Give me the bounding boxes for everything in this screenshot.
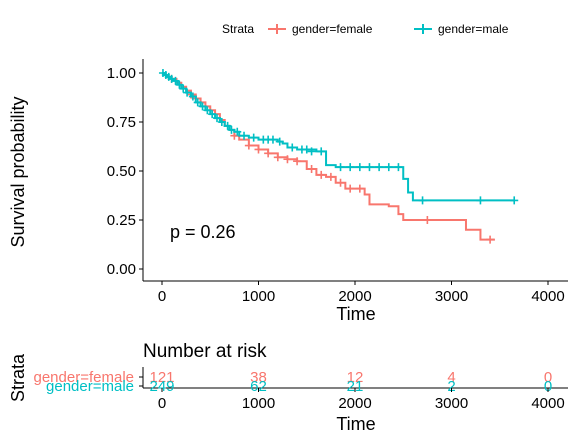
censor-mark [249, 133, 258, 142]
legend-entry: gender=male [414, 22, 509, 36]
censor-mark [375, 163, 384, 172]
censor-mark [423, 216, 432, 224]
censor-mark [317, 170, 326, 179]
censor-mark [355, 184, 364, 193]
risk-x-tick-label: 4000 [531, 395, 564, 412]
risk-count: 0 [544, 369, 552, 386]
x-tick-label: 3000 [435, 288, 468, 305]
censor-mark [476, 196, 485, 205]
risk-count: 62 [250, 378, 267, 395]
risk-x-axis-title: Time [336, 414, 375, 434]
risk-table: gender=female 121 38 12 4 0 gender=male 249 62 21… [34, 369, 553, 395]
censor-mark [346, 163, 355, 172]
x-tick-label: 1000 [242, 288, 275, 305]
censor-mark [288, 143, 297, 152]
risk-count: 38 [250, 369, 267, 386]
censor-mark [307, 147, 316, 156]
censor-mark [264, 149, 273, 158]
censor-mark [293, 157, 302, 166]
censor-mark [273, 153, 282, 162]
censor-mark [179, 84, 188, 93]
risk-x-tick-label: 0 [158, 395, 166, 412]
censor-mark [346, 184, 355, 193]
y-tick-label: 0.25 [107, 212, 136, 229]
x-axis-title: Time [336, 304, 375, 324]
x-tick-label: 0 [158, 288, 166, 305]
x-tick-label: 4000 [531, 288, 564, 305]
y-ticks: 0.00 0.25 0.50 0.75 1.00 [107, 65, 143, 278]
censor-mark [394, 163, 403, 172]
censor-mark [365, 163, 374, 172]
risk-x-tick-label: 2000 [338, 395, 371, 412]
risk-strata-title: Strata [8, 353, 28, 402]
censor-mark [268, 135, 277, 144]
risk-x-tick-label: 3000 [435, 395, 468, 412]
censor-mark [336, 178, 345, 187]
legend-label: gender=male [438, 22, 509, 36]
risk-count: 249 [149, 378, 174, 395]
p-value-annotation: p = 0.26 [170, 222, 236, 242]
risk-count: 4 [447, 369, 455, 386]
y-tick-label: 0.50 [107, 163, 136, 180]
legend-label: gender=female [292, 22, 373, 36]
risk-count: 121 [149, 369, 174, 386]
censor-mark [227, 125, 236, 134]
risk-row: gender=male 249 62 21 2 0 [46, 378, 552, 395]
censor-mark [233, 127, 242, 136]
x-tick-label: 2000 [338, 288, 371, 305]
censor-mark [326, 172, 335, 181]
survival-curve-gender-female [162, 72, 495, 241]
censor-mark [198, 102, 207, 111]
risk-x-ticks: 0 1000 2000 3000 4000 [158, 388, 565, 412]
series-layer [158, 69, 519, 244]
risk-row: gender=female 121 38 12 4 0 [34, 369, 553, 386]
y-tick-label: 0.00 [107, 261, 136, 278]
censor-mark [203, 106, 212, 115]
risk-count: 12 [347, 369, 364, 386]
risk-count: 0 [544, 378, 552, 395]
legend-title: Strata [222, 22, 254, 36]
legend-entry: gender=female [268, 22, 373, 36]
censor-mark [193, 98, 202, 107]
censor-mark [244, 141, 253, 150]
censor-mark [208, 110, 217, 119]
y-axis-title: Survival probability [8, 96, 28, 247]
series-gender-male [158, 69, 519, 205]
censor-mark [254, 145, 263, 154]
censor-mark [217, 118, 226, 126]
risk-row-label: gender=female [34, 369, 135, 386]
censor-mark [307, 165, 316, 174]
censor-mark [302, 145, 311, 154]
risk-count: 21 [347, 378, 364, 395]
censor-mark [213, 114, 222, 123]
censor-mark [283, 155, 292, 164]
censor-mark [240, 131, 249, 140]
legend: Strata gender=female gender=male [222, 22, 509, 36]
series-gender-female [162, 72, 495, 244]
risk-table-title: Number at risk [143, 341, 267, 362]
censor-mark [418, 196, 427, 205]
censor-mark [384, 163, 393, 172]
x-ticks: 0 1000 2000 3000 4000 [158, 281, 565, 305]
censor-mark [336, 163, 345, 172]
survival-curve-gender-male [162, 72, 515, 202]
legend-entries: gender=female gender=male [268, 22, 509, 36]
censor-mark [171, 76, 180, 85]
censor-mark [275, 137, 284, 146]
risk-row-label: gender=male [46, 378, 134, 395]
censor-mark [510, 196, 519, 205]
censor-mark [355, 163, 364, 172]
risk-count: 2 [447, 378, 455, 395]
y-tick-label: 0.75 [107, 114, 136, 131]
censor-mark [175, 80, 184, 89]
censor-mark [183, 88, 192, 97]
censor-mark [188, 92, 197, 101]
censor-mark [223, 121, 232, 130]
y-tick-label: 1.00 [107, 65, 136, 82]
risk-x-tick-label: 1000 [242, 395, 275, 412]
censor-mark [486, 235, 495, 244]
censor-mark [317, 147, 326, 156]
